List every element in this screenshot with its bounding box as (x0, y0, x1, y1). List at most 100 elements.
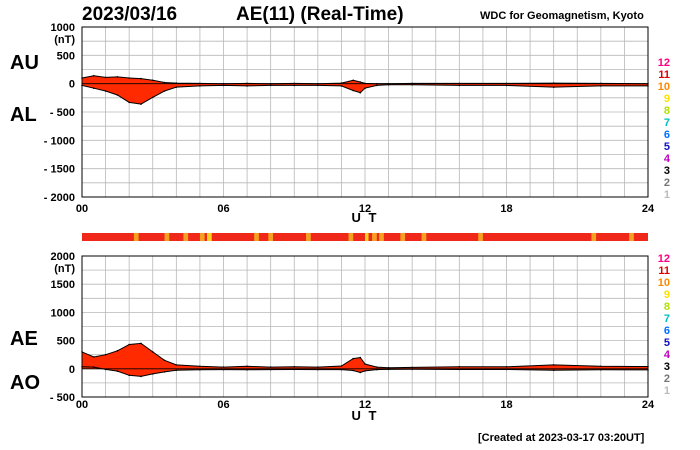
y-unit-label: (nT) (54, 263, 75, 275)
data-point-ae (352, 357, 355, 360)
data-point-au (128, 77, 130, 79)
panel-au-al: 1000 500 0 - 500 - 1000 - 1500 - 2000 (nT) 00 06 1… (44, 22, 671, 225)
data-point-ae (317, 366, 319, 368)
data-point-al (458, 84, 461, 87)
plot-frame (81, 26, 649, 198)
activity-band-segment (133, 233, 139, 241)
data-point-al (269, 84, 272, 87)
legend-level-9: 9 (664, 289, 670, 301)
activity-band-segment (254, 233, 259, 241)
legend-level-4: 4 (664, 349, 671, 361)
data-point-ao (317, 368, 319, 371)
data-point-al (199, 85, 201, 87)
data-point-au (352, 79, 355, 82)
data-point-al (246, 85, 248, 87)
y-tick-label: 2000 (51, 251, 75, 263)
x-tick-label: 24 (642, 399, 655, 411)
y-tick-label: - 2000 (44, 192, 75, 204)
y-tick-label: - 500 (50, 392, 75, 404)
legend-level-2: 2 (664, 373, 670, 385)
data-point-au (140, 77, 142, 80)
data-point-al (387, 84, 390, 86)
data-point-ae (269, 366, 272, 368)
activity-band-segment (379, 233, 384, 241)
legend-level-3: 3 (664, 165, 670, 177)
data-point-ao (352, 369, 355, 372)
x-tick-label: 12 (359, 399, 371, 411)
data-point-al (359, 91, 362, 94)
activity-band-segment (268, 233, 274, 241)
data-point-ae (199, 365, 201, 368)
data-point-ae (293, 366, 296, 368)
x-tick-label: 24 (642, 203, 655, 215)
activity-band-segment (164, 233, 170, 241)
data-point-au (163, 81, 166, 84)
x-tick-label: 00 (76, 203, 88, 215)
data-point-al (317, 84, 319, 87)
data-point-ao (163, 371, 166, 373)
data-point-ae (458, 366, 461, 368)
data-point-ao (364, 370, 366, 372)
x-tick-label: 12 (359, 203, 371, 215)
data-point-ae (387, 366, 390, 369)
legend-level-10: 10 (658, 81, 670, 93)
legend-level-1: 1 (664, 385, 670, 397)
legend-level-8: 8 (664, 301, 670, 313)
data-point-ao (359, 371, 362, 374)
y-tick-label: 500 (57, 50, 75, 62)
legend-level-7: 7 (664, 117, 670, 129)
data-point-al (140, 103, 142, 105)
y-tick-label: 1000 (51, 22, 75, 34)
data-point-ae (246, 365, 248, 368)
data-point-al (104, 90, 107, 92)
organization-label: WDC for Geomagnetism, Kyoto (480, 10, 644, 22)
chart-date: 2023/03/16 (82, 4, 178, 25)
data-point-ae (505, 366, 508, 368)
y-tick-label: 0 (69, 364, 75, 376)
legend-level-6: 6 (664, 325, 670, 337)
data-point-ae (163, 359, 166, 362)
data-point-ao (140, 375, 142, 378)
data-point-au (93, 74, 95, 77)
data-point-ae (364, 363, 366, 365)
activity-band-segment (183, 233, 189, 241)
legend-level-8: 8 (664, 105, 670, 117)
data-point-ao (246, 369, 248, 371)
x-tick-label: 06 (217, 399, 229, 411)
data-point-ao (222, 368, 225, 371)
activity-band-segment (591, 233, 597, 241)
legend-level-9: 9 (664, 93, 670, 105)
legend-level-5: 5 (664, 141, 670, 153)
plot-frame (81, 255, 649, 398)
y-unit-label: (nT) (54, 34, 75, 46)
data-point-al (600, 85, 602, 87)
al-label: AL (10, 104, 37, 126)
data-point-ao (269, 368, 272, 371)
activity-band-segment (478, 233, 483, 241)
series-area-au (82, 75, 648, 84)
data-point-ae (359, 356, 362, 359)
data-point-au (116, 76, 119, 78)
activity-band-segment (199, 233, 205, 241)
data-point-ae (116, 350, 119, 352)
data-point-ao (600, 369, 602, 371)
legend-level-10: 10 (658, 277, 670, 289)
y-tick-label: 1000 (51, 307, 75, 319)
data-point-ae (376, 366, 378, 368)
legend-level-5: 5 (664, 337, 670, 349)
activity-band (82, 233, 648, 241)
data-point-al (552, 86, 555, 88)
legend-level-2: 2 (664, 177, 670, 189)
data-point-al (128, 101, 130, 104)
data-point-ae (93, 356, 95, 358)
x-tick-label: 06 (217, 203, 229, 215)
data-point-al (340, 85, 343, 87)
legend-level-1: 1 (664, 189, 670, 201)
y-tick-label: - 500 (50, 107, 75, 119)
data-point-ao (152, 373, 154, 375)
legend-level-3: 3 (664, 361, 670, 373)
data-point-ae (128, 343, 130, 346)
x-tick-label: 18 (500, 203, 512, 215)
